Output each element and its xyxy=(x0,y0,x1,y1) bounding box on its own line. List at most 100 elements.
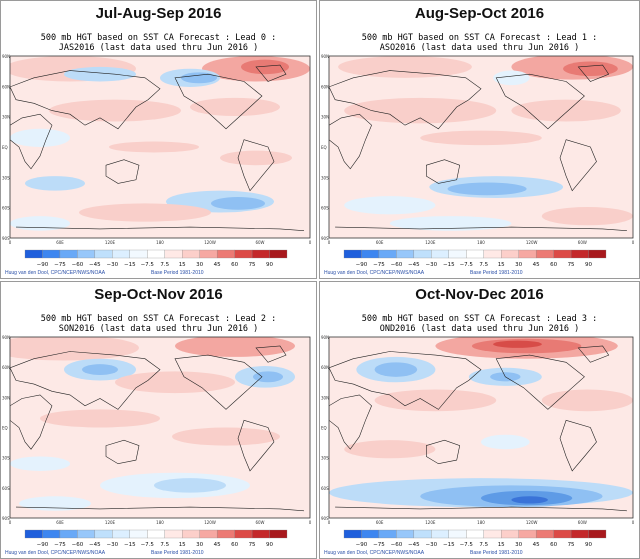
colorbar-swatch xyxy=(216,529,235,539)
coastline xyxy=(426,159,461,184)
lon-tick-label: 60W xyxy=(255,240,264,245)
map-coastlines xyxy=(10,64,305,231)
lon-tick-label: 120W xyxy=(204,520,216,525)
colorbar-swatch xyxy=(147,529,165,539)
colorbar-swatch xyxy=(588,529,607,539)
coastline xyxy=(426,439,461,465)
colorbar-swatch xyxy=(59,249,78,259)
coastline xyxy=(105,159,140,184)
lat-tick-label: 30S xyxy=(321,175,329,180)
panel-subtitle-line2: SON2016 (last data used thru Jun 2016 ) xyxy=(58,324,259,334)
colorbar-tick-label: 90 xyxy=(266,542,273,548)
colorbar-tick-label: −45 xyxy=(408,542,420,548)
lon-tick-label: 0 xyxy=(309,240,312,245)
anomaly-contour xyxy=(154,478,226,493)
lat-tick-label: 60N xyxy=(2,84,10,89)
colorbar-tick-label: 45 xyxy=(214,262,221,268)
forecast-panel-son: Sep-Oct-Nov 2016 500 mb HGT based on SST… xyxy=(0,281,317,559)
anomaly-contour xyxy=(19,496,91,511)
colorbar-swatch xyxy=(501,249,519,259)
colorbar-swatch xyxy=(378,249,397,259)
colorbar-swatch xyxy=(164,529,183,539)
colorbar-tick-label: 60 xyxy=(550,262,557,268)
colorbar-swatch xyxy=(466,249,484,259)
panel-season-title: Jul-Aug-Sep 2016 xyxy=(95,5,222,22)
coastline xyxy=(105,439,140,465)
colorbar-swatch xyxy=(413,529,432,539)
colorbar-swatch xyxy=(269,249,288,259)
map-border xyxy=(9,336,311,519)
colorbar-tick-label: −90 xyxy=(356,262,368,268)
lon-tick-label: 0 xyxy=(632,520,635,525)
anomaly-contour xyxy=(82,364,118,376)
colorbar-tick-label: −15 xyxy=(443,262,455,268)
coastline xyxy=(329,113,372,170)
lat-tick-label: 90S xyxy=(2,236,10,241)
lon-tick-label: 180 xyxy=(477,520,485,525)
coastline xyxy=(237,139,275,192)
colorbar-swatch xyxy=(269,529,288,539)
anomaly-contour xyxy=(190,97,280,117)
lat-tick-label: 90N xyxy=(321,335,329,340)
lon-tick-label: 0 xyxy=(328,520,331,525)
lat-tick-label: 90N xyxy=(321,54,329,59)
anomaly-contour xyxy=(10,216,70,231)
coastline xyxy=(577,345,610,363)
colorbar-swatch xyxy=(216,249,235,259)
anomaly-contour xyxy=(220,150,292,166)
lon-tick-label: 0 xyxy=(632,240,635,245)
lon-tick-label: 180 xyxy=(156,520,164,525)
lon-tick-label: 120W xyxy=(526,520,538,525)
coastline xyxy=(335,226,627,231)
colorbar-tick-label: −30 xyxy=(107,542,119,548)
colorbar-swatch xyxy=(129,249,148,259)
anomaly-contour xyxy=(493,340,542,348)
lat-tick-label: 90S xyxy=(321,236,329,241)
colorbar: −90 −75 −60 −45 −30 −15 −7.5 7.5 15 30 45 60 75 90 xyxy=(24,249,288,268)
colorbar-swatch xyxy=(431,249,449,259)
lon-tick-label: 0 xyxy=(9,520,12,525)
colorbar-swatch xyxy=(147,249,165,259)
colorbar-tick-label: 90 xyxy=(585,262,592,268)
credit-author: Huug van den Dool, CPC/NCEP/NWS/NOAA xyxy=(324,270,425,276)
lat-tick-label: 60N xyxy=(321,365,329,370)
colorbar-tick-label: 15 xyxy=(498,542,505,548)
lat-tick-label: 30S xyxy=(2,175,10,180)
colorbar-swatch xyxy=(501,529,519,539)
lat-tick-label: 60N xyxy=(321,84,329,89)
colorbar-swatch xyxy=(199,249,218,259)
colorbar-swatch xyxy=(112,249,130,259)
lon-tick-label: 60W xyxy=(255,520,264,525)
panel-subtitle-line2: ASO2016 (last data used thru Jun 2016 ) xyxy=(379,43,580,53)
colorbar-swatch xyxy=(24,529,43,539)
colorbar-tick-label: −75 xyxy=(373,262,385,268)
colorbar-swatch xyxy=(361,529,380,539)
credit-base-period: Base Period 1981-2010 xyxy=(151,270,204,276)
colorbar-tick-label: −60 xyxy=(72,542,84,548)
colorbar-swatch xyxy=(199,529,218,539)
colorbar-tick-label: 60 xyxy=(231,542,238,548)
colorbar-swatch xyxy=(535,529,554,539)
lon-tick-label: 60W xyxy=(578,520,587,525)
lat-tick-label: EQ xyxy=(2,145,8,150)
panel-subtitle-line1: 500 mb HGT based on SST CA Forecast : Le… xyxy=(361,33,598,43)
colorbar-tick-label: −30 xyxy=(426,262,438,268)
colorbar-swatch xyxy=(396,529,415,539)
colorbar-tick-label: −7.5 xyxy=(141,262,155,268)
colorbar-tick-label: 30 xyxy=(196,542,203,548)
colorbar-swatch xyxy=(24,249,43,259)
anomaly-contour xyxy=(172,427,280,446)
colorbar-swatch xyxy=(518,529,537,539)
coastline xyxy=(559,139,597,192)
colorbar-tick-label: 15 xyxy=(179,262,186,268)
colorbar: −90 −75 −60 −45 −30 −15 −7.5 7.5 15 30 45 60 75 90 xyxy=(24,529,288,548)
credit-base-period: Base Period 1981-2010 xyxy=(470,550,523,556)
panel-subtitle-line1: 500 mb HGT based on SST CA Forecast : Le… xyxy=(361,314,598,324)
credit-author: Huug van den Dool, CPC/NCEP/NWS/NOAA xyxy=(5,270,106,276)
colorbar: −90 −75 −60 −45 −30 −15 −7.5 7.5 15 30 45 60 75 90 xyxy=(343,249,607,268)
forecast-panel-aso: Aug-Sep-Oct 2016 500 mb HGT based on SST… xyxy=(319,0,640,279)
colorbar-tick-label: 30 xyxy=(515,542,522,548)
